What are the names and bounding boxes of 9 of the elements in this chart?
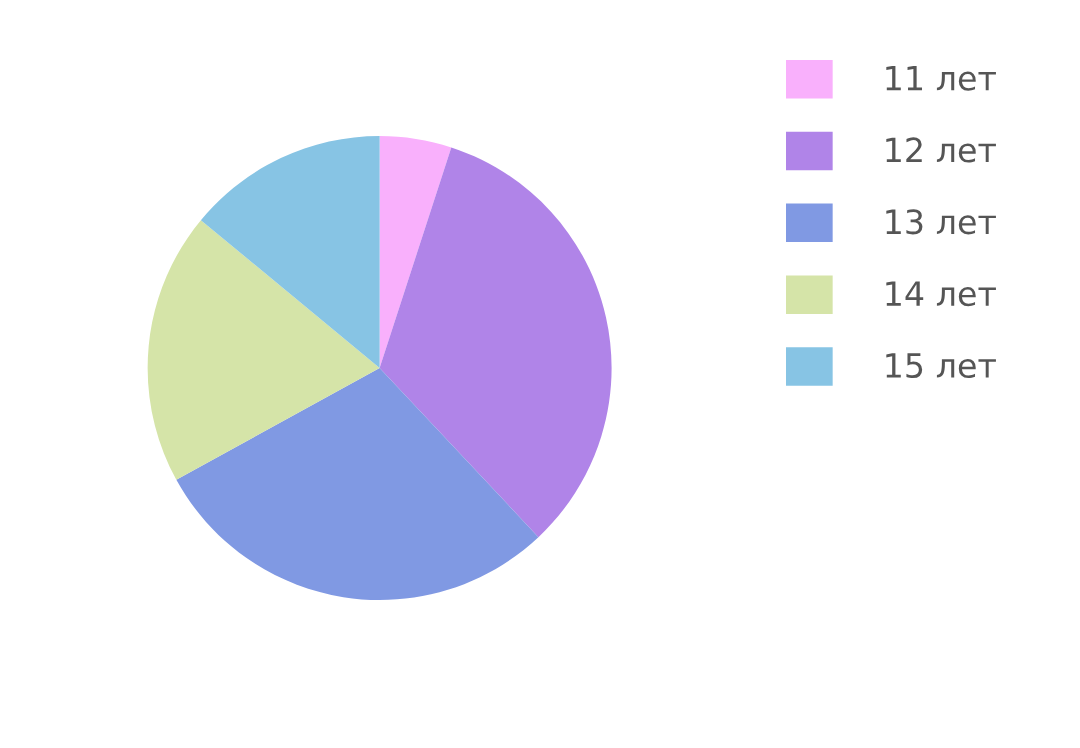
pie-slice <box>200 136 380 369</box>
pie-slice <box>176 368 539 600</box>
legend-label: 13 лет <box>886 209 996 235</box>
legend-label: 12 лет <box>886 137 996 163</box>
legend-label: 11 лет <box>886 65 996 91</box>
legend-label: 15 лет <box>886 353 996 379</box>
pie-slice <box>147 220 380 480</box>
pie-slice <box>379 147 612 538</box>
legend-label: 14 лет <box>886 281 996 307</box>
